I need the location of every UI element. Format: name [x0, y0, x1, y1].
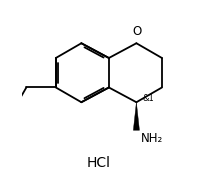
Text: &1: &1 [143, 94, 154, 102]
Polygon shape [133, 102, 140, 130]
Text: HCl: HCl [86, 156, 111, 170]
Text: O: O [133, 25, 142, 38]
Text: NH₂: NH₂ [141, 132, 163, 145]
